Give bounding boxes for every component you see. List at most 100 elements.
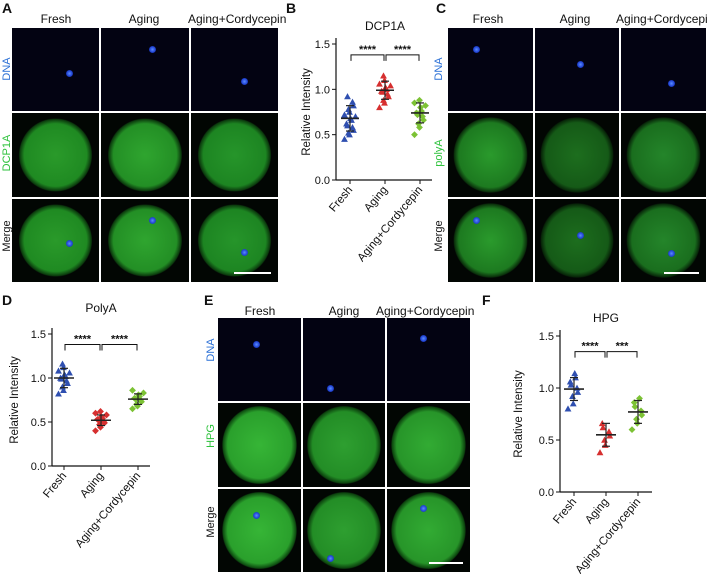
data-point (129, 405, 136, 413)
y-tick-label: 1.0 (539, 383, 554, 395)
row-label: DNA (433, 57, 445, 81)
x-tick-label: Aging+Cordycepin (73, 470, 143, 550)
x-tick-label: Aging (362, 184, 390, 214)
data-point (605, 428, 613, 435)
column-title: Aging+Cordycepin (376, 304, 475, 318)
nucleus-dot (149, 46, 157, 54)
nucleus-dot (420, 334, 428, 342)
data-point (596, 449, 604, 456)
data-point (411, 131, 418, 139)
panel-e: E Fresh Aging Aging+Cordycepin DNA HPG M… (200, 288, 475, 574)
row-label: DNA (205, 338, 217, 362)
x-tick-label: Fresh (41, 470, 69, 500)
data-point (630, 399, 638, 406)
data-point (571, 370, 579, 377)
row-label: polyA (433, 139, 445, 167)
significance-bracket (101, 344, 138, 351)
data-point (633, 415, 640, 423)
micrograph-dna-aging-cordycepin (190, 28, 278, 112)
micrograph-merge-fresh (12, 198, 100, 282)
data-point (341, 135, 348, 142)
y-tick-label: 1.5 (315, 39, 330, 51)
micrograph-merge-aging-cordycepin (621, 198, 706, 282)
micrograph-signal-fresh (218, 403, 301, 487)
data-point (569, 400, 577, 407)
data-point (60, 386, 67, 394)
micrograph-signal-aging (101, 113, 189, 197)
panel-a: A Fresh Aging Aging+Cordycepin DNA DCP1A… (0, 0, 286, 290)
data-point (601, 436, 608, 443)
data-point (380, 72, 387, 79)
x-tick-label: Aging (78, 470, 106, 500)
column-title: Fresh (472, 12, 504, 26)
data-point (345, 129, 352, 136)
data-point (55, 367, 62, 374)
data-point (376, 104, 383, 111)
data-point (567, 381, 575, 388)
data-point (376, 80, 383, 87)
panel-f: F HPG Relative Intensity 0.0 0.5 1.0 1.5 Fresh… (470, 288, 708, 574)
micrograph-merge-aging (101, 198, 189, 282)
significance-bracket (606, 351, 638, 358)
micrograph-grid (448, 28, 706, 282)
significance-stars: **** (394, 44, 412, 56)
data-point (349, 98, 356, 105)
panel-letter: A (2, 0, 13, 16)
nucleus-dot (667, 250, 675, 258)
data-point (569, 392, 576, 400)
panel-d: D PolyA Relative Intensity 0.0 0.5 1.0 1.5 Fre… (0, 288, 200, 574)
row-label: Merge (433, 220, 445, 252)
data-point (419, 113, 426, 120)
data-point (344, 93, 351, 100)
micrograph-merge-aging (534, 198, 620, 282)
y-tick-label: 1.5 (539, 331, 554, 343)
significance-stars: **** (111, 334, 129, 346)
micrograph-signal-aging-cordycepin (387, 403, 470, 487)
micrograph-dna-fresh (448, 28, 533, 112)
nucleus-dot (420, 505, 428, 513)
micrograph-dna-aging (101, 28, 189, 112)
column-title: Aging (559, 12, 591, 26)
data-point (92, 427, 99, 435)
y-tick-label: 1.5 (31, 329, 46, 341)
data-point (140, 389, 147, 397)
nucleus-dot (327, 555, 335, 563)
chart-title: DCP1A (365, 19, 405, 33)
column-title: Aging (328, 304, 360, 318)
micrograph-signal-aging (302, 403, 386, 487)
nucleus-dot (241, 78, 249, 85)
panel-letter: F (482, 292, 491, 308)
panel-letter: D (2, 292, 13, 308)
y-tick-label: 1.0 (31, 373, 46, 385)
nucleus-dot (576, 61, 584, 69)
data-point (349, 124, 356, 131)
micrograph-dna-aging-cordycepin (621, 28, 706, 112)
y-tick-label: 0.0 (539, 487, 554, 499)
y-tick-label: 0.0 (31, 461, 46, 473)
data-point (637, 407, 645, 415)
panel-letter: C (436, 0, 447, 16)
data-point (599, 424, 607, 431)
significance-bracket (64, 344, 101, 351)
micrograph-dna-aging (302, 318, 386, 402)
polya-chart: PolyA Relative Intensity 0.0 0.5 1.0 1.5 Fresh… (9, 301, 150, 550)
data-point (636, 395, 643, 402)
micrograph-merge-fresh (448, 198, 533, 282)
dcp1a-chart: DCP1A Relative Intensity 0.0 0.5 1.0 1.5 Fresh… (301, 19, 432, 264)
data-point (566, 378, 574, 385)
panel-c: C Fresh Aging Aging+Cordycepin DNA polyA… (432, 0, 708, 290)
data-point (345, 105, 352, 112)
row-label: HPG (205, 424, 217, 448)
panel-letter: B (286, 0, 297, 16)
micrograph-signal-aging-cordycepin (190, 113, 278, 197)
panel-letter: E (204, 292, 214, 308)
x-tick-label: Fresh (327, 184, 355, 214)
nucleus-dot (473, 216, 481, 224)
significance-stars: **** (581, 341, 599, 353)
significance-bracket (350, 54, 385, 61)
significance-stars: **** (359, 44, 377, 56)
micrograph-signal-aging (534, 113, 620, 197)
nucleus-dot (241, 248, 249, 256)
micrograph-signal-aging-cordycepin (621, 113, 706, 197)
data-point (63, 377, 70, 384)
